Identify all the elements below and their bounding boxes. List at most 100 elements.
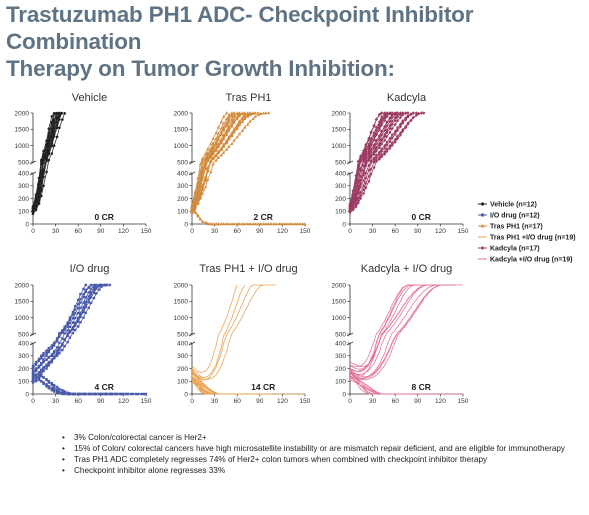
data-point bbox=[383, 118, 387, 123]
axis-break-mark bbox=[29, 171, 37, 176]
data-point bbox=[92, 296, 96, 300]
data-point bbox=[283, 222, 287, 226]
series-line bbox=[191, 284, 238, 373]
data-point bbox=[190, 210, 194, 214]
data-point bbox=[84, 296, 87, 299]
data-point bbox=[351, 196, 355, 201]
data-point bbox=[351, 192, 355, 197]
data-point bbox=[225, 141, 229, 145]
data-point bbox=[193, 209, 197, 213]
data-point bbox=[68, 325, 72, 329]
data-point bbox=[63, 344, 66, 348]
data-point bbox=[63, 332, 66, 335]
data-point bbox=[222, 144, 226, 148]
x-tick-label: 30 bbox=[52, 398, 60, 405]
data-point bbox=[372, 123, 376, 128]
data-point bbox=[401, 129, 405, 133]
data-point bbox=[37, 376, 41, 379]
data-point bbox=[55, 389, 59, 393]
chart-panel: Kadcyla 0 30 60 90 120 150 500 1000 1500 2000 0 100 2… bbox=[332, 92, 469, 235]
data-point bbox=[103, 392, 106, 396]
data-point bbox=[230, 131, 234, 135]
data-point bbox=[42, 160, 45, 163]
data-point bbox=[248, 222, 252, 226]
data-point bbox=[52, 119, 56, 123]
data-point bbox=[82, 292, 85, 296]
data-point bbox=[31, 210, 35, 213]
data-point bbox=[77, 325, 80, 328]
data-point bbox=[98, 392, 101, 396]
y-tick-label: 200 bbox=[18, 196, 29, 203]
data-point bbox=[95, 292, 98, 295]
chart-title: Vehicle bbox=[72, 92, 107, 104]
data-point bbox=[50, 134, 54, 138]
data-point bbox=[264, 222, 268, 226]
data-point bbox=[200, 161, 205, 165]
data-point bbox=[37, 202, 41, 205]
data-point bbox=[203, 152, 208, 156]
data-point bbox=[73, 323, 77, 326]
data-point bbox=[190, 207, 194, 211]
data-point bbox=[55, 123, 59, 127]
data-point bbox=[209, 148, 213, 152]
series-line bbox=[349, 284, 422, 370]
data-point bbox=[383, 134, 387, 139]
y-tick-label: 200 bbox=[177, 196, 188, 203]
data-point bbox=[246, 114, 250, 118]
data-point bbox=[243, 116, 247, 120]
data-point bbox=[92, 284, 96, 288]
x-tick-label: 120 bbox=[277, 228, 288, 235]
axis-break-mark bbox=[346, 332, 354, 337]
data-point bbox=[200, 156, 205, 160]
data-point bbox=[359, 196, 363, 201]
data-point bbox=[246, 222, 250, 226]
series-line bbox=[349, 112, 390, 206]
data-point bbox=[356, 166, 360, 171]
data-point bbox=[66, 323, 69, 326]
data-point bbox=[71, 310, 75, 314]
data-point bbox=[359, 193, 363, 198]
data-point bbox=[66, 321, 69, 324]
data-point bbox=[89, 296, 93, 299]
y-tick-label: 200 bbox=[335, 196, 346, 203]
cr-annotation: 0 CR bbox=[412, 212, 431, 222]
data-point bbox=[372, 146, 376, 150]
y-tick-label: 1500 bbox=[15, 127, 30, 134]
data-point bbox=[45, 354, 48, 357]
data-point bbox=[77, 303, 80, 306]
data-point bbox=[50, 120, 54, 124]
data-point bbox=[374, 146, 378, 151]
data-point bbox=[354, 190, 358, 194]
data-point bbox=[73, 324, 77, 328]
data-point bbox=[348, 210, 352, 215]
data-point bbox=[52, 124, 56, 128]
data-point bbox=[362, 187, 366, 192]
data-point bbox=[61, 391, 64, 395]
data-point bbox=[198, 191, 202, 195]
data-point bbox=[219, 153, 223, 157]
data-point bbox=[37, 359, 41, 363]
data-point bbox=[374, 133, 378, 137]
data-point bbox=[404, 118, 408, 122]
axis-break-mark bbox=[188, 341, 196, 346]
data-point bbox=[385, 120, 389, 125]
y-tick-label: 300 bbox=[335, 183, 346, 190]
data-point bbox=[367, 168, 371, 172]
data-point bbox=[89, 290, 93, 294]
data-point bbox=[31, 377, 35, 380]
y-tick-label: 100 bbox=[177, 379, 188, 386]
data-point bbox=[351, 205, 355, 210]
y-tick-label: 500 bbox=[177, 331, 188, 338]
data-point bbox=[209, 155, 213, 159]
y-tick-label: 0 bbox=[25, 221, 29, 228]
data-point bbox=[388, 130, 392, 135]
data-point bbox=[232, 130, 236, 134]
data-point bbox=[58, 346, 61, 349]
data-point bbox=[211, 136, 215, 140]
data-point bbox=[52, 144, 56, 147]
data-point bbox=[383, 146, 387, 150]
data-point bbox=[198, 172, 202, 176]
data-point bbox=[251, 222, 255, 226]
data-point bbox=[52, 132, 56, 136]
